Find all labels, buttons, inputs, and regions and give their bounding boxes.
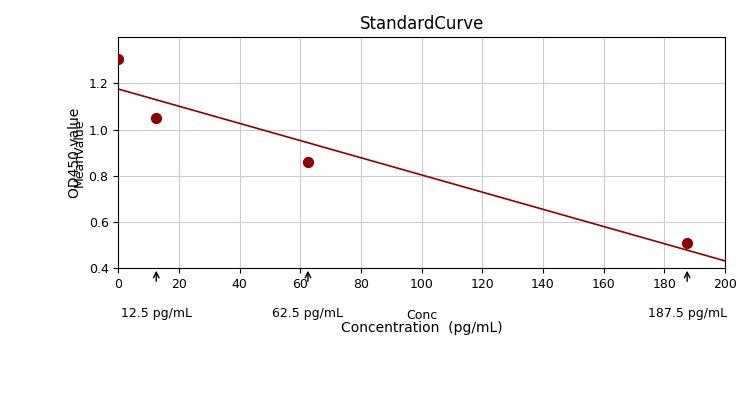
Text: Conc: Conc [406,310,438,322]
Point [112,56,124,62]
Title: StandardCurve: StandardCurve [359,15,484,33]
Text: 12.5 pg/mL: 12.5 pg/mL [121,307,192,320]
Y-axis label: OD450 value: OD450 value [68,107,82,198]
Point [150,115,162,121]
X-axis label: Concentration  (pg/mL): Concentration (pg/mL) [341,321,502,335]
Point [302,158,314,165]
Text: MeanValue: MeanValue [72,119,86,187]
Text: 62.5 pg/mL: 62.5 pg/mL [272,307,344,320]
Text: 187.5 pg/mL: 187.5 pg/mL [647,307,726,320]
Point [681,239,693,246]
